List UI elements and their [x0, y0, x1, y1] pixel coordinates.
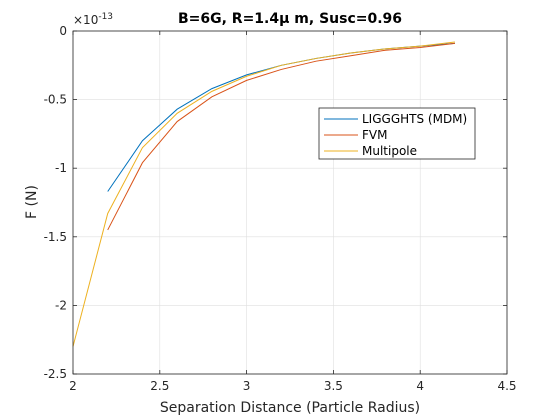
legend-label-multipole: Multipole	[362, 144, 417, 158]
legend: LIGGGHTS (MDM) FVM Multipole	[318, 107, 476, 160]
axes-box	[72, 30, 508, 375]
legend-label-liggghts-mdm: LIGGGHTS (MDM)	[362, 112, 467, 126]
y-exponent-base: ×10	[73, 13, 98, 27]
x-tick-label: 2.5	[150, 379, 169, 393]
tick-labels: 2 2.5 3 3.5 4 4.5 0 -0.5 -1 -1.5 -2 -2.5	[44, 24, 517, 393]
plot-area	[73, 31, 507, 374]
y-tick-label: 0	[59, 24, 67, 38]
y-exponent-power: -13	[98, 12, 113, 22]
ticks	[72, 30, 508, 375]
y-tick-label: -1	[55, 161, 67, 175]
y-tick-label: -2.5	[44, 367, 67, 381]
chart-title: B=6G, R=1.4μ m, Susc=0.96	[178, 11, 402, 27]
y-exponent-label: ×10-13	[73, 12, 113, 27]
series-line-fvm	[107, 42, 455, 231]
x-tick-label: 3	[243, 379, 251, 393]
x-axis-label: Separation Distance (Particle Radius)	[160, 400, 420, 416]
legend-items: LIGGGHTS (MDM) FVM Multipole	[324, 112, 467, 158]
series-line-multipole	[72, 41, 455, 347]
series-layer	[72, 41, 455, 347]
x-tick-label: 2	[69, 379, 77, 393]
y-tick-label: -0.5	[44, 93, 67, 107]
x-tick-label: 4.5	[497, 379, 516, 393]
y-axis-label: F (N)	[24, 185, 40, 219]
x-tick-label: 3.5	[324, 379, 343, 393]
y-tick-label: -2	[55, 298, 67, 312]
x-tick-label: 4	[416, 379, 424, 393]
legend-label-fvm: FVM	[362, 128, 387, 142]
y-tick-label: -1.5	[44, 230, 67, 244]
grid	[72, 30, 508, 375]
